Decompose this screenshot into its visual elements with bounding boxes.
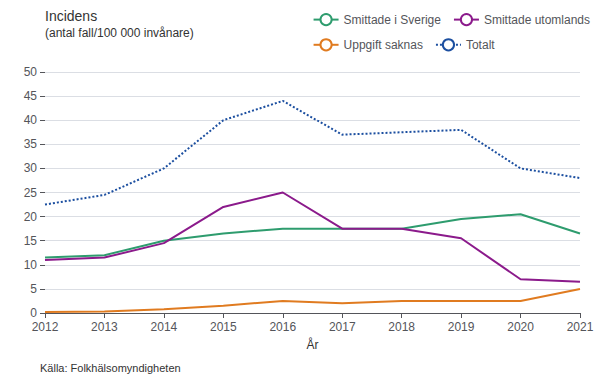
svg-text:0: 0 xyxy=(30,306,37,320)
svg-text:Totalt: Totalt xyxy=(466,38,495,52)
svg-text:2015: 2015 xyxy=(210,320,237,334)
svg-text:2018: 2018 xyxy=(388,320,415,334)
svg-text:2012: 2012 xyxy=(32,320,59,334)
svg-text:2020: 2020 xyxy=(507,320,534,334)
svg-text:Incidens: Incidens xyxy=(45,8,97,24)
svg-text:Smittade i Sverige: Smittade i Sverige xyxy=(344,13,442,27)
svg-text:Smittade utomlands: Smittade utomlands xyxy=(484,13,590,27)
svg-text:Uppgift saknas: Uppgift saknas xyxy=(344,38,423,52)
svg-text:2021: 2021 xyxy=(567,320,594,334)
svg-text:40: 40 xyxy=(24,113,38,127)
svg-text:20: 20 xyxy=(24,210,38,224)
svg-text:2017: 2017 xyxy=(329,320,356,334)
svg-text:25: 25 xyxy=(24,186,38,200)
svg-text:2019: 2019 xyxy=(448,320,475,334)
svg-text:2013: 2013 xyxy=(91,320,118,334)
svg-text:15: 15 xyxy=(24,234,38,248)
svg-text:2014: 2014 xyxy=(151,320,178,334)
svg-text:35: 35 xyxy=(24,137,38,151)
svg-text:50: 50 xyxy=(24,65,38,79)
svg-text:30: 30 xyxy=(24,161,38,175)
svg-text:Källa: Folkhälsomyndigheten: Källa: Folkhälsomyndigheten xyxy=(40,362,181,374)
svg-text:2016: 2016 xyxy=(269,320,296,334)
svg-text:(antal fall/100 000 invånare): (antal fall/100 000 invånare) xyxy=(45,26,194,40)
svg-text:År: År xyxy=(307,337,319,352)
svg-text:10: 10 xyxy=(24,258,38,272)
svg-text:45: 45 xyxy=(24,89,38,103)
svg-text:5: 5 xyxy=(30,282,37,296)
